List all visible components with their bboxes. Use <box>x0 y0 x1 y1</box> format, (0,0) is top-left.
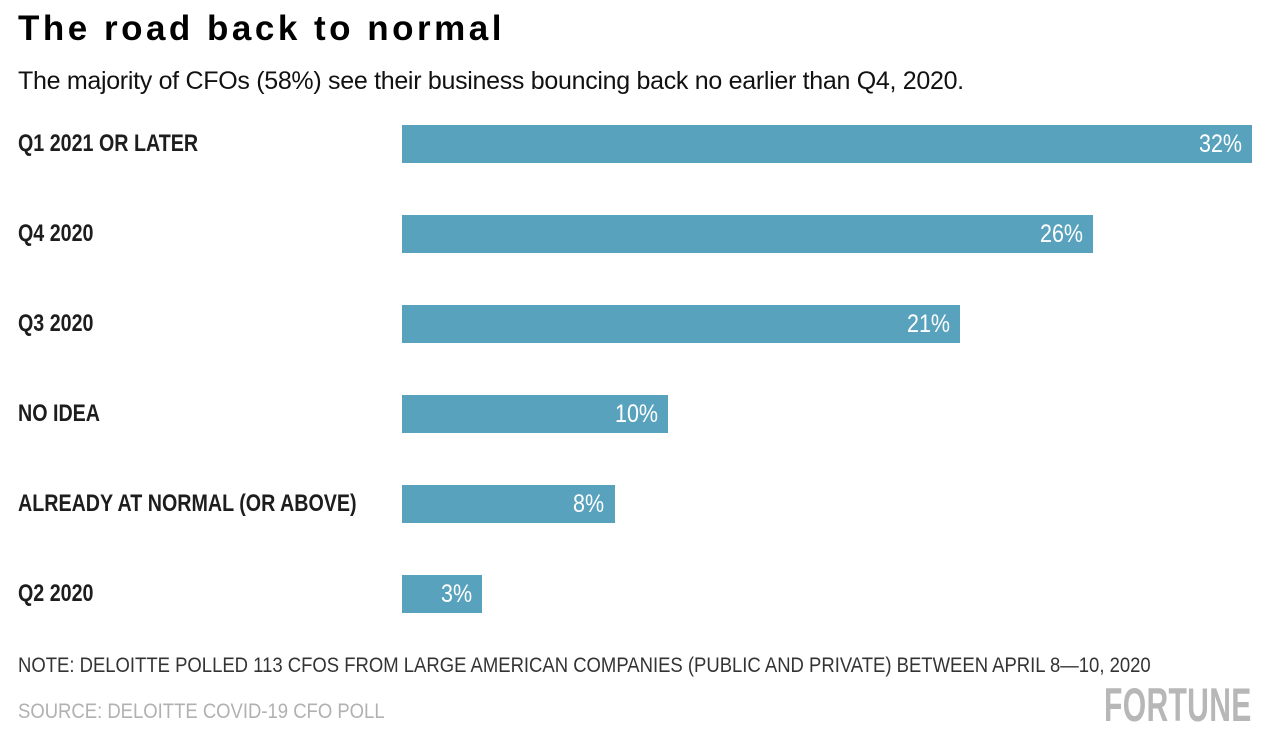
bar-chart: Q1 2021 OR LATER 32% Q4 2020 26% Q3 2020 21% N… <box>18 125 1252 613</box>
value-label: 10% <box>614 399 658 428</box>
bar: 21% <box>402 305 960 343</box>
bar-row: Q4 2020 26% <box>18 215 1252 253</box>
bar-track: 3% <box>402 575 1252 613</box>
category-label-text: Q2 2020 <box>18 580 94 607</box>
category-label-text: Q4 2020 <box>18 220 94 247</box>
bar: 26% <box>402 215 1093 253</box>
category-label-text: Q3 2020 <box>18 310 94 337</box>
fortune-logo: FORTUNE <box>1104 678 1252 731</box>
bar-row: Q1 2021 OR LATER 32% <box>18 125 1252 163</box>
category-label: Q2 2020 <box>18 580 402 608</box>
bar: 10% <box>402 395 668 433</box>
bar: 3% <box>402 575 482 613</box>
category-label: NO IDEA <box>18 400 402 428</box>
bar-track: 10% <box>402 395 1252 433</box>
bar-track: 21% <box>402 305 1252 343</box>
category-label-text: Q1 2021 OR LATER <box>18 130 199 157</box>
bar-row: NO IDEA 10% <box>18 395 1252 433</box>
source-text: SOURCE: DELOITTE COVID-19 CFO POLL <box>18 698 435 726</box>
category-label-text: NO IDEA <box>18 400 101 427</box>
bar-row: ALREADY AT NORMAL (OR ABOVE) 8% <box>18 485 1252 523</box>
note-text-inner: NOTE: DELOITTE POLLED 113 CFOS FROM LARG… <box>18 654 1151 677</box>
category-label: Q1 2021 OR LATER <box>18 130 402 158</box>
category-label: Q4 2020 <box>18 220 402 248</box>
bar: 32% <box>402 125 1252 163</box>
bar: 8% <box>402 485 615 523</box>
bar-track: 26% <box>402 215 1252 253</box>
value-label: 3% <box>440 579 472 608</box>
category-label-text: ALREADY AT NORMAL (OR ABOVE) <box>18 490 357 517</box>
value-label: 26% <box>1039 219 1083 248</box>
bar-track: 32% <box>402 125 1252 163</box>
category-label: Q3 2020 <box>18 310 402 338</box>
value-label: 21% <box>906 309 950 338</box>
source-text-inner: SOURCE: DELOITTE COVID-19 CFO POLL <box>18 700 385 723</box>
chart-title: The road back to normal <box>18 9 505 48</box>
bar-track: 8% <box>402 485 1252 523</box>
value-label: 8% <box>573 489 605 518</box>
value-label: 32% <box>1198 129 1242 158</box>
bar-row: Q2 2020 3% <box>18 575 1252 613</box>
chart-subtitle: The majority of CFOs (58%) see their bus… <box>18 67 964 95</box>
bar-row: Q3 2020 21% <box>18 305 1252 343</box>
category-label: ALREADY AT NORMAL (OR ABOVE) <box>18 490 402 518</box>
note-text: NOTE: DELOITTE POLLED 113 CFOS FROM LARG… <box>18 652 1270 680</box>
